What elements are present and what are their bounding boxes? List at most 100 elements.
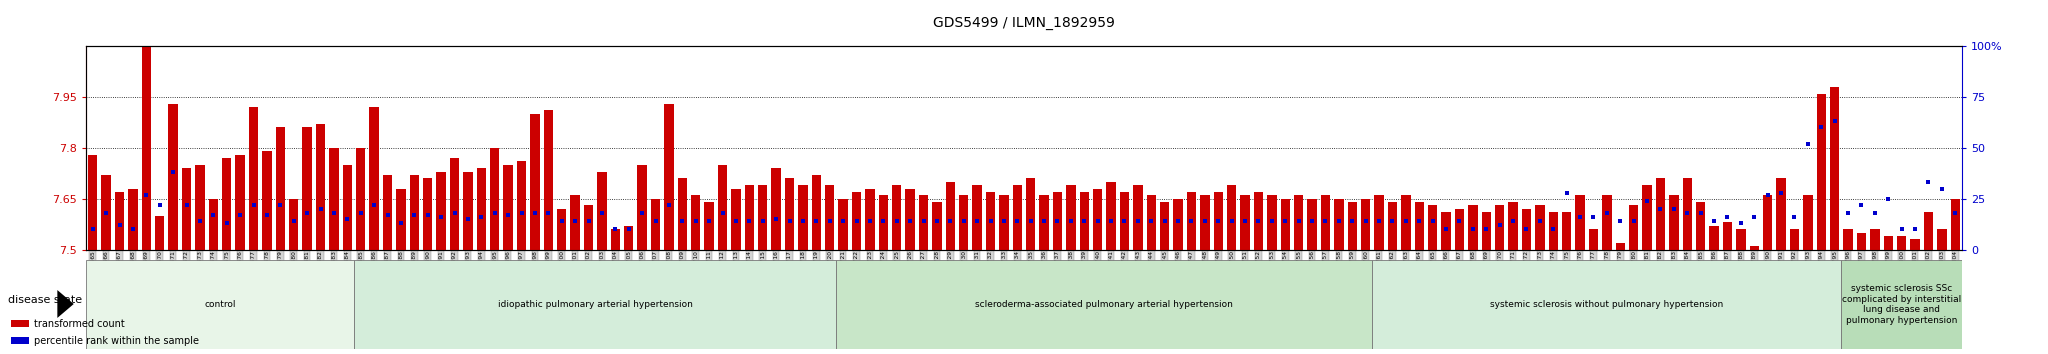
- Bar: [1536, 205, 1544, 250]
- Bar: [1147, 195, 1155, 250]
- Bar: [1468, 205, 1477, 250]
- Text: idiopathic pulmonary arterial hypertension: idiopathic pulmonary arterial hypertensi…: [498, 300, 692, 309]
- Bar: [1628, 205, 1638, 250]
- Bar: [1683, 178, 1692, 250]
- Bar: [1495, 205, 1505, 250]
- Bar: [1763, 195, 1772, 250]
- Bar: [584, 205, 594, 250]
- Bar: [905, 189, 915, 250]
- Bar: [1950, 199, 1960, 250]
- Bar: [1094, 189, 1102, 250]
- Bar: [1401, 195, 1411, 250]
- Bar: [1333, 199, 1343, 250]
- Bar: [195, 165, 205, 250]
- Bar: [1776, 178, 1786, 250]
- Bar: [1669, 195, 1679, 250]
- FancyBboxPatch shape: [86, 260, 354, 349]
- FancyBboxPatch shape: [1372, 260, 1841, 349]
- Bar: [182, 168, 190, 250]
- Bar: [424, 178, 432, 250]
- Bar: [356, 148, 365, 250]
- Bar: [156, 216, 164, 250]
- Bar: [1415, 202, 1423, 250]
- Bar: [1548, 212, 1559, 250]
- FancyBboxPatch shape: [836, 260, 1372, 349]
- Text: systemic sclerosis SSc
complicated by interstitial
lung disease and
pulmonary hy: systemic sclerosis SSc complicated by in…: [1841, 284, 1962, 325]
- Bar: [1159, 202, 1169, 250]
- Bar: [758, 185, 768, 250]
- Bar: [1802, 195, 1812, 250]
- Bar: [102, 175, 111, 250]
- Bar: [811, 175, 821, 250]
- Bar: [717, 165, 727, 250]
- Bar: [1858, 233, 1866, 250]
- Bar: [262, 151, 272, 250]
- Bar: [141, 46, 152, 250]
- FancyBboxPatch shape: [1841, 260, 1962, 349]
- Bar: [451, 158, 459, 250]
- Bar: [410, 175, 420, 250]
- Bar: [489, 148, 500, 250]
- Bar: [1133, 185, 1143, 250]
- Bar: [209, 199, 217, 250]
- Bar: [932, 202, 942, 250]
- Bar: [236, 155, 246, 250]
- Bar: [1923, 212, 1933, 250]
- Bar: [463, 172, 473, 250]
- Bar: [610, 229, 621, 250]
- Bar: [879, 195, 889, 250]
- Bar: [1790, 229, 1800, 250]
- Bar: [731, 189, 741, 250]
- Bar: [543, 110, 553, 250]
- Bar: [690, 195, 700, 250]
- Bar: [1937, 229, 1946, 250]
- Text: scleroderma-associated pulmonary arterial hypertension: scleroderma-associated pulmonary arteria…: [975, 300, 1233, 309]
- Bar: [772, 168, 780, 250]
- Bar: [1831, 87, 1839, 250]
- Bar: [1374, 195, 1384, 250]
- Bar: [1174, 199, 1184, 250]
- Bar: [1012, 185, 1022, 250]
- Bar: [1642, 185, 1653, 250]
- Bar: [1362, 199, 1370, 250]
- Bar: [864, 189, 874, 250]
- Bar: [1106, 182, 1116, 250]
- Bar: [1040, 195, 1049, 250]
- Bar: [838, 199, 848, 250]
- Bar: [678, 178, 686, 250]
- Text: control: control: [205, 300, 236, 309]
- Bar: [289, 199, 299, 250]
- Bar: [946, 182, 954, 250]
- Bar: [168, 104, 178, 250]
- Bar: [115, 192, 125, 250]
- Bar: [12, 320, 29, 327]
- Bar: [1843, 229, 1853, 250]
- Bar: [784, 178, 795, 250]
- Bar: [1053, 192, 1063, 250]
- Bar: [598, 172, 606, 250]
- Bar: [1026, 178, 1036, 250]
- Bar: [12, 337, 29, 344]
- Bar: [383, 175, 393, 250]
- Text: GDS5499 / ILMN_1892959: GDS5499 / ILMN_1892959: [934, 16, 1114, 30]
- Bar: [1253, 192, 1264, 250]
- Bar: [1307, 199, 1317, 250]
- Bar: [745, 185, 754, 250]
- Bar: [1602, 195, 1612, 250]
- Bar: [625, 226, 633, 250]
- Bar: [1186, 192, 1196, 250]
- Bar: [1200, 195, 1210, 250]
- Bar: [477, 168, 485, 250]
- Bar: [315, 124, 326, 250]
- Bar: [1589, 229, 1597, 250]
- Bar: [1696, 202, 1706, 250]
- Bar: [1710, 226, 1718, 250]
- Bar: [571, 195, 580, 250]
- Bar: [664, 104, 674, 250]
- Bar: [999, 195, 1008, 250]
- Bar: [1817, 93, 1827, 250]
- Bar: [1389, 202, 1397, 250]
- Bar: [637, 165, 647, 250]
- Bar: [1655, 178, 1665, 250]
- Bar: [1870, 229, 1880, 250]
